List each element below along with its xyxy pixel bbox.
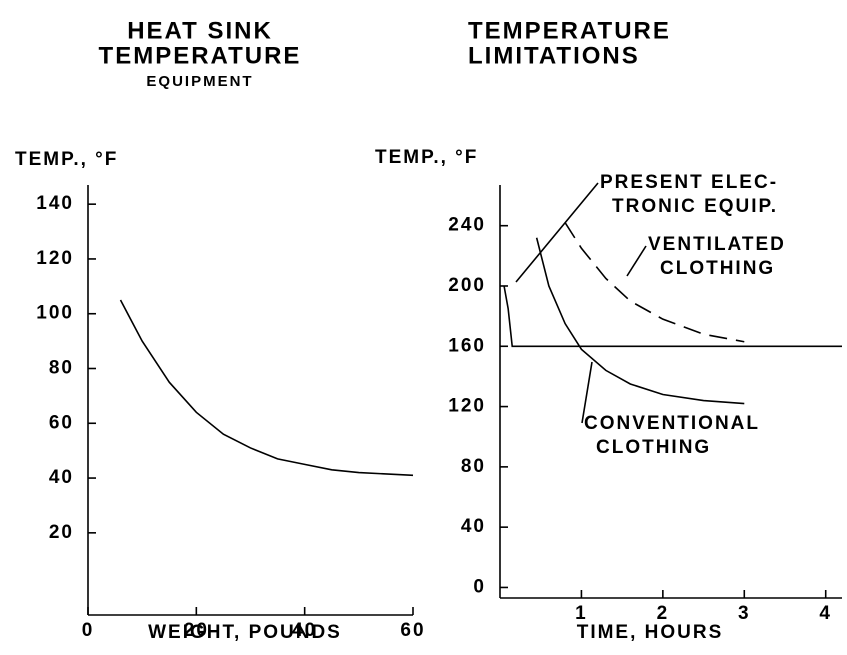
x-axis-label: TIME, HOURS: [577, 622, 724, 643]
leader-line: [581, 361, 593, 424]
curve: [503, 285, 842, 348]
chart-subtitle: EQUIPMENT: [146, 73, 253, 90]
curve-label: CONVENTIONAL: [584, 413, 760, 434]
curve-label: CLOTHING: [596, 437, 711, 458]
curve-label: CLOTHING: [660, 258, 775, 279]
chart-title: TEMPERATURE: [99, 42, 302, 69]
x-tick-label: 1: [575, 603, 588, 624]
x-axis-label: WEIGHT, POUNDS: [148, 622, 342, 643]
curve-label: PRESENT ELEC-: [600, 172, 778, 193]
y-tick-label: 100: [36, 303, 74, 324]
y-tick-label: 40: [49, 467, 74, 488]
y-tick-label: 60: [49, 412, 74, 433]
y-tick-label: 40: [461, 516, 486, 537]
y-tick-label: 140: [36, 193, 74, 214]
x-tick-label: 60: [400, 620, 425, 641]
curve-label: TRONIC EQUIP.: [612, 196, 778, 217]
y-tick-label: 0: [473, 576, 486, 597]
leader-line: [626, 245, 647, 277]
x-tick-label: 40: [292, 620, 317, 641]
y-axis-label: TEMP., °F: [15, 149, 118, 170]
curve: [119, 299, 414, 477]
curve: [564, 222, 745, 343]
x-tick-label: 4: [819, 603, 832, 624]
x-tick-label: 3: [738, 603, 751, 624]
y-tick-label: 240: [448, 215, 486, 236]
y-tick-label: 80: [461, 456, 486, 477]
y-tick-label: 20: [49, 522, 74, 543]
y-tick-label: 80: [49, 358, 74, 379]
x-tick-label: 20: [184, 620, 209, 641]
curve-label: VENTILATED: [648, 234, 786, 255]
chart-title: LIMITATIONS: [468, 42, 640, 69]
chart-title: HEAT SINK: [127, 17, 273, 44]
y-axis-label: TEMP., °F: [375, 147, 478, 168]
x-tick-label: 2: [657, 603, 670, 624]
y-tick-label: 120: [448, 396, 486, 417]
curve: [535, 237, 745, 405]
y-tick-label: 120: [36, 248, 74, 269]
x-tick-label: 0: [82, 620, 95, 641]
chart-title: TEMPERATURE: [468, 17, 671, 44]
leader-line: [515, 182, 599, 283]
y-tick-label: 200: [448, 275, 486, 296]
y-tick-label: 160: [448, 335, 486, 356]
